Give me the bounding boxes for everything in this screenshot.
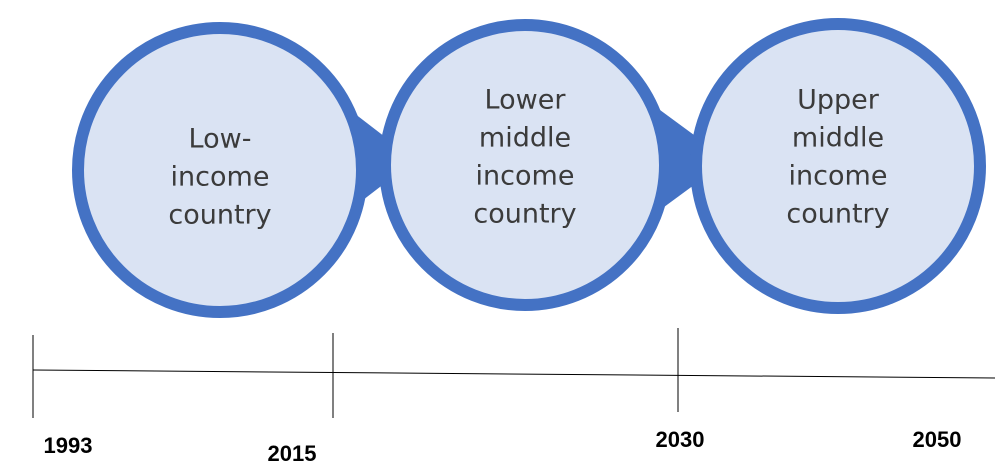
node-label: country xyxy=(473,199,576,230)
node-shape xyxy=(72,22,415,318)
node-label: income xyxy=(789,161,888,192)
node-label: middle xyxy=(792,123,884,154)
node-label: country xyxy=(786,199,889,230)
year-label: 2015 xyxy=(268,441,317,466)
node-label: income xyxy=(476,161,575,192)
node-label: Lower xyxy=(485,85,567,116)
year-label: 1993 xyxy=(44,433,93,458)
node-label: middle xyxy=(479,123,571,154)
node-shape xyxy=(690,18,986,314)
year-label: 2050 xyxy=(913,427,962,452)
node-label: Upper xyxy=(797,85,880,116)
year-label: 2030 xyxy=(656,427,705,452)
node-label: Low- xyxy=(189,124,252,155)
node-label: income xyxy=(171,162,270,193)
node-label: country xyxy=(168,200,271,231)
timeline xyxy=(32,328,995,418)
timeline-axis xyxy=(32,369,995,379)
